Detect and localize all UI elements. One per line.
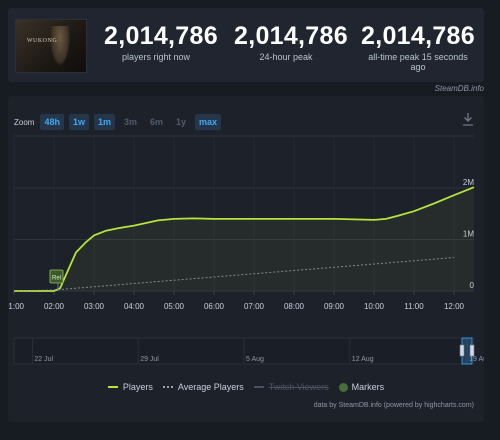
stat-label: players right now (121, 52, 191, 62)
legend-item-average-players[interactable]: Average Players (162, 382, 244, 392)
zoom-max-button[interactable]: max (195, 114, 222, 130)
zoom-1m-button[interactable]: 1m (93, 114, 115, 130)
y-tick-label: 1M (463, 230, 474, 239)
average-players-line (13, 257, 455, 292)
zoom-controls: Zoom 48h 1w 1m 3m 6m 1y max (14, 114, 226, 130)
stat-label: 24-hour peak (259, 52, 313, 62)
release-marker-label: Rel (52, 276, 61, 282)
steamdb-attribution: SteamDB.info (434, 84, 484, 93)
x-tick-label: 07:00 (244, 302, 265, 311)
x-tick-label: 02:00 (44, 302, 65, 311)
zoom-6m-button[interactable]: 6m (150, 117, 164, 127)
player-chart[interactable]: 0 1M 2M 01:00 02:00 03:00 04:00 05:00 06:00 07:00… (8, 96, 484, 422)
chart-credit: data by SteamDB.info (powered by highcha… (313, 402, 474, 409)
legend-label: Twitch Viewers (268, 382, 329, 392)
y-tick-label: 2M (463, 178, 474, 187)
zoom-48h-button[interactable]: 48h (40, 114, 64, 130)
x-tick-label: 03:00 (84, 302, 105, 311)
y-tick-label: 0 (470, 281, 475, 290)
x-tick-label: 08:00 (284, 302, 305, 311)
stat-players-now: 2,014,786 players right now (104, 22, 218, 62)
legend-item-players[interactable]: Players (107, 382, 153, 392)
stats-panel: WUKONG 2,014,786 players right now 2,014… (8, 8, 484, 82)
players-area (14, 187, 474, 291)
chart-legend: Players Average Players Twitch Viewers M… (8, 382, 484, 392)
x-tick-label: 06:00 (204, 302, 225, 311)
players-line-icon (107, 386, 118, 388)
navigator-date-label: 19 Aug (469, 356, 484, 363)
chart-panel: 0 1M 2M 01:00 02:00 03:00 04:00 05:00 06:00 07:00… (8, 96, 484, 422)
average-line-icon (162, 386, 173, 388)
zoom-1y-button[interactable]: 1y (176, 117, 187, 127)
x-tick-label: 11:00 (404, 302, 424, 311)
legend-label: Markers (351, 382, 385, 392)
navigator-handle-left (459, 344, 465, 357)
navigator-handle-right (469, 344, 475, 357)
stat-value: 2,014,786 (361, 22, 475, 50)
game-logo-text: WUKONG (26, 38, 58, 44)
game-art-figure (50, 26, 70, 66)
x-tick-label: 10:00 (364, 302, 385, 311)
release-marker (49, 269, 64, 284)
legend-item-twitch-viewers[interactable]: Twitch Viewers (253, 382, 329, 392)
stat-all-time-peak: 2,014,786 all-time peak 15 seconds ago (360, 22, 476, 72)
stat-label: all-time peak 15 seconds ago (368, 52, 468, 72)
stat-value: 2,014,786 (234, 22, 348, 50)
twitch-line-icon (253, 386, 264, 388)
navigator-date-label: 22 Jul (34, 356, 53, 363)
download-icon[interactable] (462, 112, 474, 126)
zoom-label: Zoom (14, 117, 35, 127)
players-line (14, 186, 475, 292)
legend-label: Average Players (177, 382, 244, 392)
x-tick-label: 04:00 (124, 302, 145, 311)
stat-24h-peak: 2,014,786 24-hour peak (234, 22, 348, 62)
x-tick-label: 05:00 (164, 302, 185, 311)
navigator-date-label: 12 Aug (352, 356, 374, 363)
legend-item-markers[interactable]: Markers (338, 382, 385, 392)
markers-dot-icon (338, 382, 348, 392)
navigator-date-label: 5 Aug (246, 356, 264, 363)
legend-label: Players (122, 382, 153, 392)
x-tick-label: 09:00 (324, 302, 345, 311)
navigator-date-label: 29 Jul (140, 356, 159, 363)
x-tick-label: 01:00 (8, 302, 25, 311)
zoom-1w-button[interactable]: 1w (68, 114, 89, 130)
x-tick-label: 12:00 (444, 302, 465, 311)
game-thumbnail[interactable]: WUKONG (15, 19, 87, 73)
stat-value: 2,014,786 (104, 22, 218, 50)
zoom-3m-button[interactable]: 3m (124, 117, 138, 127)
